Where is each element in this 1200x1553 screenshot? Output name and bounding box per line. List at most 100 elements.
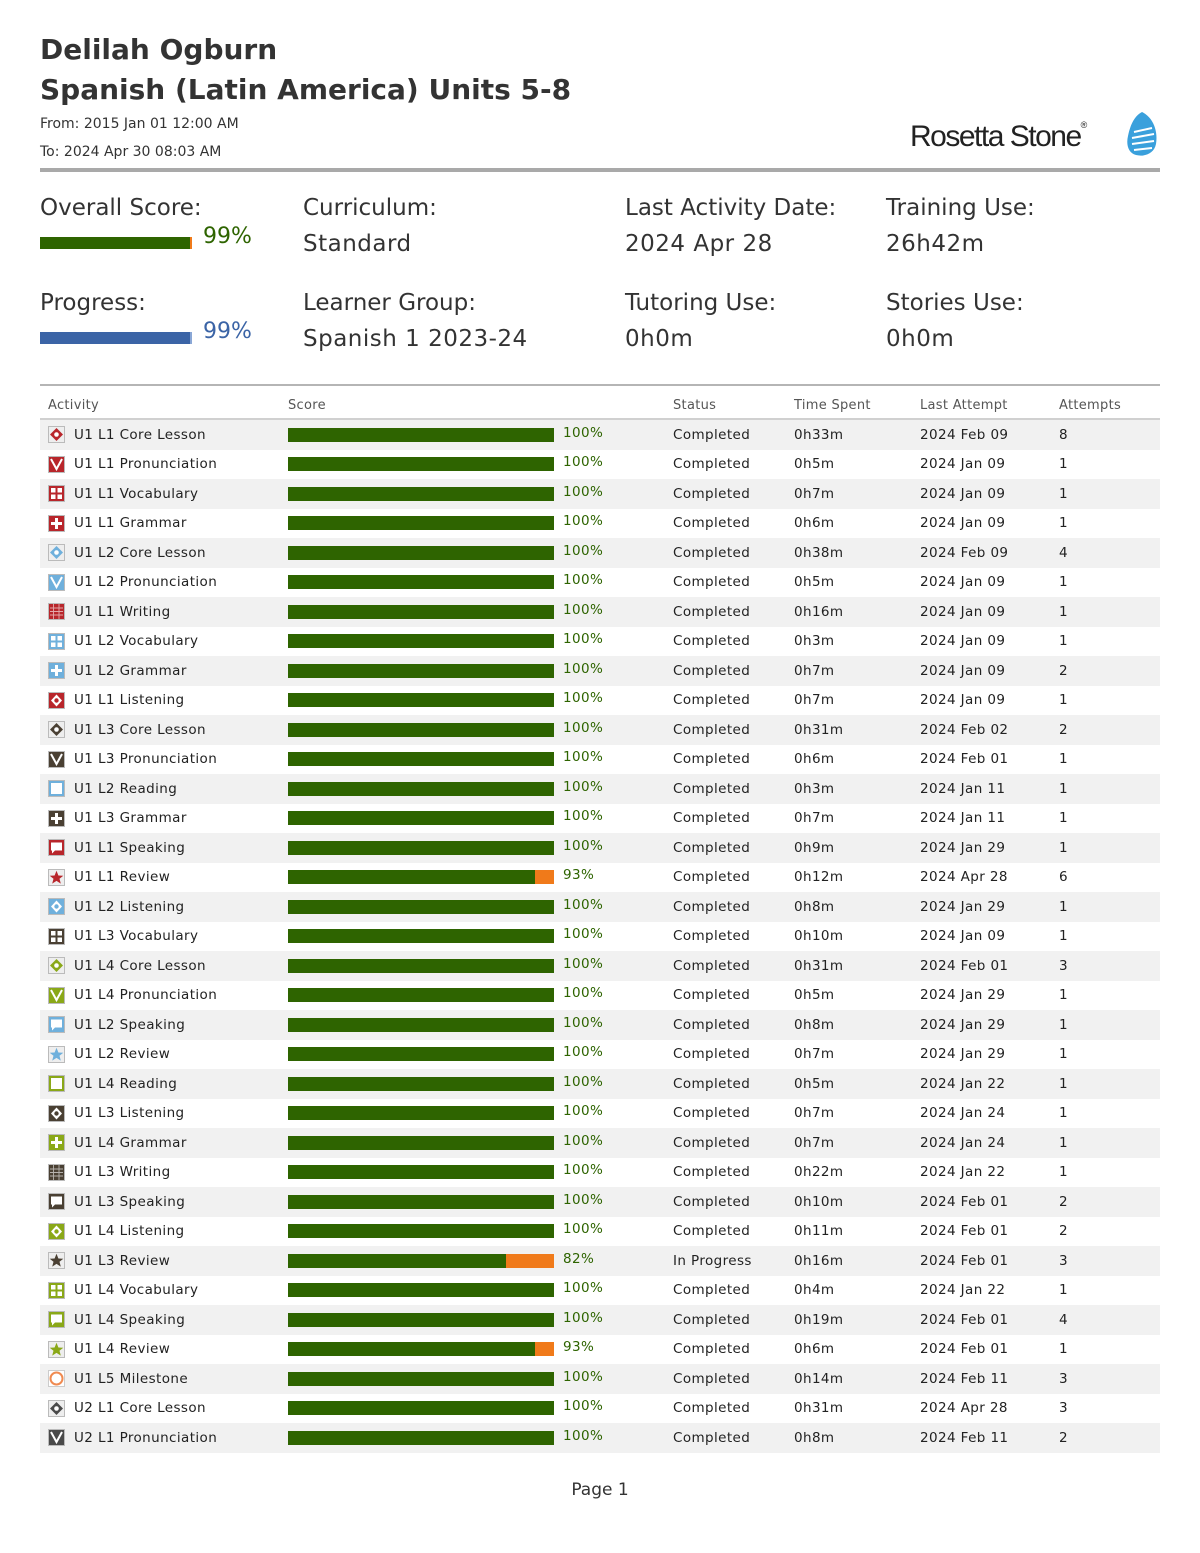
last-attempt-cell: 2024 Jan 22 [920, 1282, 1006, 1299]
speaking-icon [48, 839, 65, 857]
score-cell: 100% [280, 745, 665, 775]
progress-bar [40, 332, 192, 344]
pronunciation-icon [48, 573, 65, 591]
score-cell: 100% [280, 597, 665, 627]
report-page: Delilah Ogburn Spanish (Latin America) U… [40, 30, 1160, 1500]
attempts-cell: 3 [1051, 951, 1160, 981]
last-attempt-cell: 2024 Jan 29 [920, 987, 1006, 1004]
activity-cell: U1 L2 Vocabulary [40, 627, 280, 657]
score-value: 100% [563, 572, 604, 589]
activity-name: U1 L4 Review [74, 1341, 171, 1358]
score-cell: 100% [280, 538, 665, 568]
stories-use: Stories Use: 0h0m [886, 285, 1024, 357]
activity-cell: U1 L4 Speaking [40, 1305, 280, 1335]
table-row: U1 L2 Core Lesson 100% Completed 0h38m 2024 … [40, 538, 1160, 568]
attempts-cell: 2 [1059, 1223, 1068, 1240]
activity-name: U1 L3 Core Lesson [74, 721, 206, 738]
score-bar-fill [288, 486, 554, 501]
activity-name: U1 L1 Pronunciation [74, 456, 218, 473]
progress-remainder [190, 332, 192, 344]
score-bar-fill [288, 1106, 554, 1121]
status-cell: Completed [673, 633, 751, 650]
time-spent-cell: 0h10m [786, 1187, 912, 1217]
table-row: U1 L1 Vocabulary 100% Completed 0h7m 2024 Ja… [40, 479, 1160, 509]
score-bar-fill [288, 781, 554, 796]
score-value: 100% [563, 955, 604, 972]
status-cell: Completed [665, 419, 786, 450]
score-cell: 100% [280, 627, 665, 657]
activity-cell: U1 L1 Review [40, 863, 280, 893]
table-row: U1 L4 Grammar 100% Completed 0h7m 2024 Jan 2… [40, 1128, 1160, 1158]
last-attempt-cell: 2024 Jan 09 [920, 633, 1006, 650]
last-attempt-cell: 2024 Feb 01 [912, 1187, 1051, 1217]
attempts-cell: 1 [1059, 1046, 1068, 1063]
activity-cell: U1 L2 Grammar [40, 656, 280, 686]
last-attempt-cell: 2024 Jan 09 [920, 574, 1006, 591]
vocabulary-icon [48, 485, 65, 503]
activity-name: U1 L3 Vocabulary [74, 928, 199, 945]
activity-cell: U1 L1 Vocabulary [40, 479, 280, 509]
status-cell: Completed [673, 928, 751, 945]
activity-cell: U1 L3 Core Lesson [40, 715, 280, 745]
progress-label: Progress: [40, 290, 146, 316]
activity-name: U1 L4 Core Lesson [74, 957, 206, 974]
score-value: 100% [563, 631, 604, 648]
score-bar [288, 516, 554, 531]
score-bar [288, 781, 554, 796]
attempts-cell: 1 [1059, 456, 1068, 473]
table-row: U1 L3 Review 82% In Progress 0h16m 2024 Feb … [40, 1246, 1160, 1276]
score-value: 93% [563, 1339, 595, 1356]
table-row: U2 L1 Pronunciation 100% Completed 0h8m 2024… [40, 1423, 1160, 1453]
training-use: Training Use: 26h42m [886, 190, 1035, 262]
score-bar [288, 1224, 554, 1239]
score-value: 100% [563, 690, 604, 707]
table-row: U1 L3 Listening 100% Completed 0h7m 2024 Jan… [40, 1099, 1160, 1129]
score-cell: 100% [280, 774, 665, 804]
score-value: 100% [563, 985, 604, 1002]
score-value: 100% [563, 601, 604, 618]
score-value: 100% [563, 837, 604, 854]
score-bar-fill [288, 1312, 554, 1327]
last-attempt-cell: 2024 Feb 11 [912, 1364, 1051, 1394]
score-cell: 100% [280, 1423, 665, 1453]
score-bar [288, 899, 554, 914]
attempts-cell: 1 [1051, 1010, 1160, 1040]
score-cell: 100% [280, 1364, 665, 1394]
score-bar-fill [288, 1224, 554, 1239]
status-cell: Completed [673, 692, 751, 709]
score-bar [288, 545, 554, 560]
score-bar [288, 427, 554, 442]
score-value: 100% [563, 424, 604, 441]
score-bar-fill [288, 457, 554, 472]
training-use-label: Training Use: [886, 195, 1035, 221]
time-spent-cell: 0h10m [794, 928, 844, 945]
score-bar-fill [288, 693, 554, 708]
activity-cell: U1 L1 Listening [40, 686, 280, 716]
overall-score-bar [40, 237, 192, 249]
score-cell: 100% [280, 1010, 665, 1040]
last-activity-value: 2024 Apr 28 [625, 231, 773, 257]
time-spent-cell: 0h16m [786, 1246, 912, 1276]
time-spent-cell: 0h5m [786, 1069, 912, 1099]
last-attempt-cell: 2024 Apr 28 [920, 1400, 1008, 1417]
attempts-cell: 3 [1059, 1400, 1068, 1417]
score-value: 100% [563, 1309, 604, 1326]
vocabulary-icon [48, 1281, 65, 1299]
score-value: 100% [563, 1073, 604, 1090]
activity-name: U1 L1 Core Lesson [74, 426, 206, 443]
table-row: U1 L2 Speaking 100% Completed 0h8m 2024 Jan … [40, 1010, 1160, 1040]
writing-icon [48, 1163, 65, 1181]
attempts-cell: 3 [1051, 1364, 1160, 1394]
score-value: 100% [563, 1103, 604, 1120]
score-bar [288, 575, 554, 590]
attempts-cell: 1 [1051, 833, 1160, 863]
writing-icon [48, 603, 65, 621]
score-bar-fill [288, 811, 554, 826]
score-cell: 100% [280, 1040, 665, 1070]
stories-use-value: 0h0m [886, 326, 955, 352]
activity-cell: U1 L2 Listening [40, 892, 280, 922]
activity-cell: U1 L3 Grammar [40, 804, 280, 834]
activity-table: Activity Score Status Time Spent Last At… [40, 392, 1160, 1453]
activity-cell: U1 L3 Pronunciation [40, 745, 280, 775]
column-header-score: Score [280, 392, 665, 420]
